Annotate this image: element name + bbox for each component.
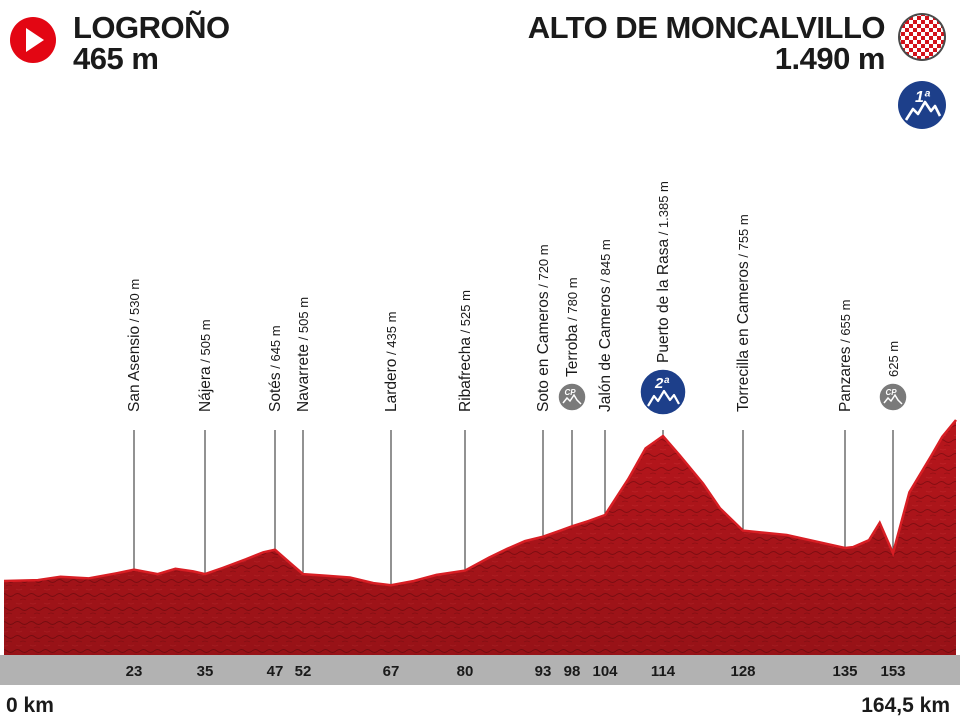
waypoint-label-soto-en-cameros: Soto en Cameros / 720 m [535,244,552,412]
climb-badges: CP 2ª CP [557,368,908,416]
km-marker-23: 23 [126,663,143,680]
finish-checkered-flag-icon [898,13,946,61]
waypoint-altitude-soto-en-cameros: / 720 m [536,244,551,291]
km-marker-labels: 23 35 47 52 67 80 93 98 104 114 128 135 153 [126,663,906,680]
start-arrow-icon [10,17,56,63]
waypoint-label-625-m: 625 m [886,341,901,377]
waypoint-label-navarrete: Navarrete / 505 m [295,297,312,412]
start-town-name: LOGROÑO [73,10,230,45]
start-altitude: 465 m [73,41,159,76]
category-2-badge-label: 2ª [654,375,669,392]
km-marker-153: 153 [880,663,905,680]
waypoint-altitude-625-m: 625 m [886,341,901,377]
finish-altitude: 1.490 m [774,41,886,76]
waypoint-label-puerto-de-la-rasa: Puerto de la Rasa / 1.385 m [655,181,672,363]
km-marker-93: 93 [535,663,552,680]
km-marker-104: 104 [592,663,618,680]
waypoint-name-jal-n-de-cameros: Jalón de Cameros [597,286,614,412]
waypoint-altitude-ribafrecha: / 525 m [458,290,473,337]
waypoint-labels: San Asensio / 530 m Nájera / 505 m Sotés /… [126,181,901,412]
waypoint-altitude-n-jera: / 505 m [198,319,213,366]
waypoint-label-torrecilla-en-cameros: Torrecilla en Cameros / 755 m [735,214,752,412]
waypoint-name-n-jera: Nájera [197,366,214,412]
waypoint-altitude-jal-n-de-cameros: / 845 m [598,239,613,286]
km-marker-80: 80 [457,663,474,680]
waypoint-name-puerto-de-la-rasa: Puerto de la Rasa [655,239,672,363]
waypoint-name-ribafrecha: Ribafrecha [457,337,474,412]
waypoint-label-lardero: Lardero / 435 m [383,312,400,412]
waypoint-altitude-sot-s: / 645 m [268,325,283,372]
waypoint-altitude-navarrete: / 505 m [296,297,311,344]
waypoint-name-soto-en-cameros: Soto en Cameros [535,291,552,412]
elevation-ridge [3,419,957,587]
waypoint-label-panzares: Panzares / 655 m [837,300,854,412]
waypoint-name-torrecilla-en-cameros: Torrecilla en Cameros [735,261,752,412]
checkpoint-icon-terroba: CP [557,382,587,412]
waypoint-name-san-asensio: San Asensio [126,326,143,412]
km-marker-114: 114 [651,663,676,680]
waypoint-name-navarrete: Navarrete [295,344,312,412]
waypoint-altitude-terroba: / 780 m [565,277,580,324]
km-marker-135: 135 [832,663,857,680]
waypoint-name-panzares: Panzares [837,346,854,412]
category-2-climb-icon-puerto-de-la-rasa: 2ª [639,368,687,416]
km-marker-67: 67 [383,663,400,680]
waypoint-altitude-puerto-de-la-rasa: / 1.385 m [656,181,671,239]
waypoint-label-san-asensio: San Asensio / 530 m [126,279,143,412]
category-1-badge-label: 1ª [915,89,931,106]
waypoint-altitude-san-asensio: / 530 m [127,279,142,326]
checkpoint-icon-625-m: CP [878,382,908,412]
waypoint-label-sot-s: Sotés / 645 m [267,325,284,412]
end-distance-label: 164,5 km [861,694,950,717]
finish-town-name: ALTO DE MONCALVILLO [527,10,886,45]
waypoint-name-terroba: Terroba [564,324,581,377]
svg-text:CP: CP [885,388,897,397]
km-band [0,655,960,685]
start-distance-label: 0 km [6,694,54,717]
waypoint-label-jal-n-de-cameros: Jalón de Cameros / 845 m [597,239,614,412]
waypoint-label-terroba: Terroba / 780 m [564,277,581,377]
waypoint-label-ribafrecha: Ribafrecha / 525 m [457,290,474,412]
waypoint-altitude-torrecilla-en-cameros: / 755 m [736,214,751,261]
km-marker-128: 128 [730,663,755,680]
leader-lines [133,430,894,586]
km-marker-47: 47 [267,663,284,680]
waypoint-name-lardero: Lardero [383,359,400,412]
waypoint-name-sot-s: Sotés [267,372,284,412]
km-marker-98: 98 [564,663,581,680]
km-marker-35: 35 [197,663,214,680]
waypoint-altitude-lardero: / 435 m [384,312,399,359]
km-marker-52: 52 [295,663,312,680]
elevation-area-shade [4,420,956,655]
waypoint-altitude-panzares: / 655 m [838,300,853,347]
svg-text:CP: CP [564,388,576,397]
waypoint-label-n-jera: Nájera / 505 m [197,319,214,412]
category-1-climb-icon: 1ª [898,81,946,129]
